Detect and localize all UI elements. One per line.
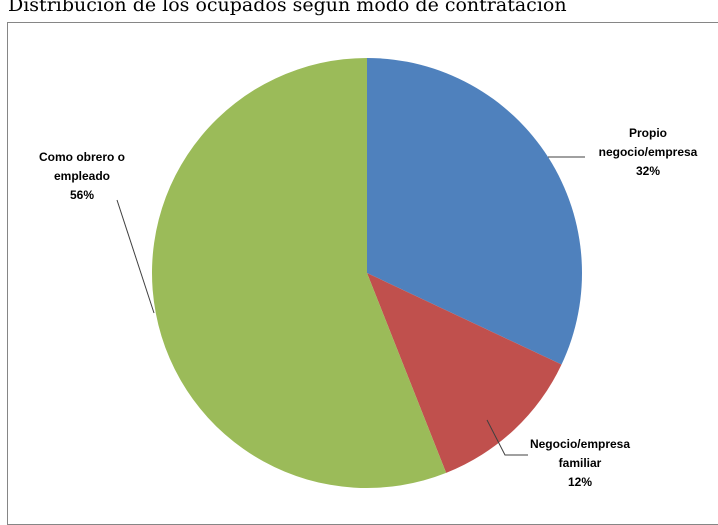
slices-layer — [152, 58, 582, 488]
data-label-como-obrero-o-empleado: Como obrero o empleado 56% — [39, 150, 125, 202]
pie-slice-propio-negocio-empresa — [367, 58, 582, 365]
data-label-category: Negocio/empresa — [530, 437, 630, 451]
data-label-propio-negocio-empresa: Propio negocio/empresa 32% — [599, 126, 698, 178]
data-label-category: familiar — [559, 456, 602, 470]
data-labels-layer: Propio negocio/empresa 32% Negocio/empresa f… — [39, 126, 698, 489]
leader-lines-layer — [116, 156, 585, 456]
chart-title: Distribución de los ocupados según modo … — [8, 0, 567, 16]
leader-line-como-obrero-o-empleado — [116, 199, 155, 314]
leader-line-negocio-empresa-familiar — [486, 419, 528, 456]
data-label-category: Propio — [629, 126, 667, 140]
data-label-value: 32% — [636, 164, 660, 178]
data-label-category: empleado — [54, 169, 110, 183]
data-label-category: negocio/empresa — [599, 145, 698, 159]
data-label-negocio-empresa-familiar: Negocio/empresa familiar 12% — [530, 437, 630, 489]
pie-slice-como-obrero-o-empleado — [152, 58, 447, 488]
data-label-category: Como obrero o — [39, 150, 125, 164]
data-label-value: 56% — [70, 188, 94, 202]
pie-slice-negocio-empresa-familiar — [367, 273, 562, 473]
data-label-value: 12% — [568, 475, 592, 489]
